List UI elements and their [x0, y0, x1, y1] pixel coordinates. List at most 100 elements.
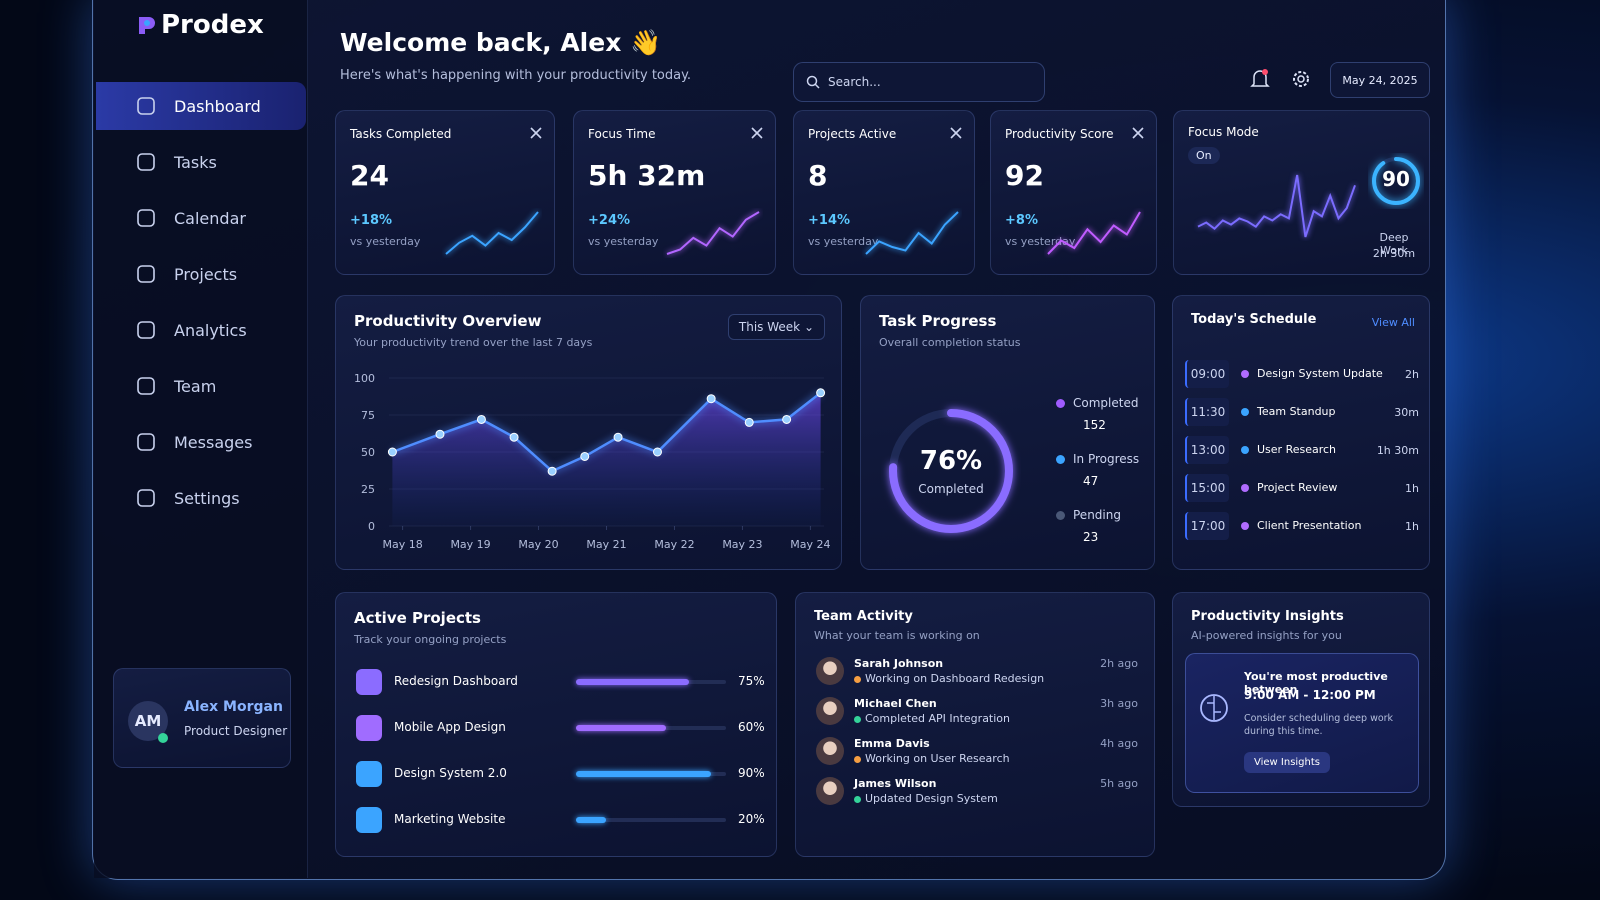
nav-icon-shape	[137, 209, 155, 227]
legend-dot	[1056, 511, 1065, 520]
task-progress-subtitle: Overall completion status	[879, 336, 1021, 349]
nav-label: Settings	[174, 488, 240, 508]
stat-note: vs yesterday	[808, 235, 879, 248]
focus-sparkline	[1197, 174, 1356, 238]
search-box[interactable]: Search...	[793, 62, 1045, 102]
nav-label: Team	[174, 376, 217, 396]
y-tick-label: 50	[361, 446, 375, 459]
view-all-link[interactable]: View All	[1371, 316, 1415, 329]
member-name: Sarah Johnson	[854, 657, 944, 670]
y-tick-label: 0	[368, 520, 375, 533]
nav-item[interactable]: Team	[96, 362, 306, 410]
nav-item[interactable]: Tasks	[96, 138, 306, 186]
completion-caption: Completed	[918, 482, 984, 496]
stat-change: +8%	[1005, 213, 1038, 228]
nav-item[interactable]: Analytics	[96, 306, 306, 354]
y-tick-label: 25	[361, 483, 375, 496]
user-name: Alex Morgan	[184, 699, 283, 715]
x-tick-label: May 21	[586, 538, 626, 551]
close-icon	[751, 127, 763, 139]
schedule-dot	[1241, 408, 1249, 416]
nav-item[interactable]: Settings	[96, 474, 306, 522]
x-tick-label: May 22	[654, 538, 694, 551]
schedule-item[interactable]: 17:00 Client Presentation 1h	[1185, 512, 1419, 542]
focus-score: 90	[1382, 167, 1410, 191]
line-point	[476, 414, 486, 424]
completion-ring	[889, 409, 1013, 533]
projects-subtitle: Track your ongoing projects	[354, 633, 507, 646]
schedule-item[interactable]: 09:00 Design System Update 2h	[1185, 360, 1419, 390]
legend-name: Pending	[1073, 508, 1121, 522]
progress-bar	[576, 725, 666, 731]
nav-item[interactable]: Projects	[96, 250, 306, 298]
overview-card: Productivity Overview Your productivity …	[335, 295, 842, 570]
view-insights-button[interactable]: View Insights	[1244, 752, 1331, 773]
line-point	[387, 447, 397, 457]
date-label: May 24, 2025	[1342, 73, 1418, 87]
chart-subtitle: Your productivity trend over the last 7 …	[354, 336, 593, 349]
nav-icon	[137, 489, 155, 507]
line-point	[613, 432, 623, 442]
focus-toggle[interactable]: On	[1188, 147, 1220, 164]
insights-subtitle: AI-powered insights for you	[1191, 629, 1342, 642]
close-button[interactable]	[1132, 127, 1144, 139]
schedule-item[interactable]: 13:00 User Research 1h 30m	[1185, 436, 1419, 466]
y-tick-label: 100	[354, 372, 375, 385]
team-card: Team Activity What your team is working …	[795, 592, 1155, 857]
brand-name: Prodex	[161, 10, 264, 40]
completion-ring-arc	[889, 409, 1013, 533]
schedule-item[interactable]: 15:00 Project Review 1h	[1185, 474, 1419, 504]
notification-bell[interactable]	[1250, 68, 1270, 90]
schedule-item[interactable]: 11:30 Team Standup 30m	[1185, 398, 1419, 428]
stat-value: 92	[1005, 159, 1044, 192]
settings-gear[interactable]	[1290, 68, 1312, 90]
schedule-title: Team Standup	[1257, 405, 1336, 418]
sparkline	[1047, 211, 1141, 255]
close-icon	[1132, 127, 1144, 139]
close-button[interactable]	[950, 127, 962, 139]
stat-note: vs yesterday	[350, 235, 421, 248]
member-action: Working on User Research	[865, 752, 1010, 765]
nav-icon	[137, 433, 155, 451]
progress-bar	[576, 771, 711, 777]
chart-title: Productivity Overview	[354, 312, 542, 330]
nav-item[interactable]: Messages	[96, 418, 306, 466]
nav-item[interactable]: Calendar	[96, 194, 306, 242]
y-tick-label: 75	[361, 409, 375, 422]
status-dot	[854, 676, 861, 683]
close-button[interactable]	[751, 127, 763, 139]
project-icon	[356, 807, 382, 833]
sparkline-line	[1047, 211, 1141, 255]
schedule-duration: 30m	[1394, 406, 1419, 419]
line-point	[547, 466, 557, 476]
stat-change: +14%	[808, 213, 851, 228]
status-dot	[854, 756, 861, 763]
stat-value: 5h 32m	[588, 159, 706, 192]
sparkline-line	[666, 211, 760, 255]
nav-icon-shape	[137, 153, 155, 171]
member-avatar	[816, 697, 844, 725]
nav-label: Messages	[174, 432, 253, 452]
schedule-time: 17:00	[1185, 512, 1229, 540]
user-card[interactable]: AM Alex Morgan Product Designer	[113, 668, 291, 768]
sparkline-line	[445, 211, 539, 255]
page-subtitle: Here's what's happening with your produc…	[340, 68, 692, 83]
line-point	[435, 429, 445, 439]
progress-track	[576, 818, 726, 822]
schedule-card: Today's Schedule View All 09:00 Design Sy…	[1172, 295, 1430, 570]
range-dropdown[interactable]: This Week ⌄	[727, 314, 825, 340]
line-point	[580, 451, 590, 461]
online-dot	[158, 733, 168, 743]
sparkline	[445, 211, 539, 255]
legend-dot	[1056, 399, 1065, 408]
nav-item[interactable]: Dashboard	[96, 82, 306, 130]
member-name: Emma Davis	[854, 737, 930, 750]
date-picker[interactable]: May 24, 2025	[1330, 62, 1430, 98]
close-button[interactable]	[530, 127, 542, 139]
project-name: Redesign Dashboard	[394, 674, 518, 688]
x-tick-label: May 23	[722, 538, 762, 551]
line-area	[392, 392, 821, 526]
insights-title: Productivity Insights	[1191, 609, 1344, 624]
member-avatar	[816, 737, 844, 765]
